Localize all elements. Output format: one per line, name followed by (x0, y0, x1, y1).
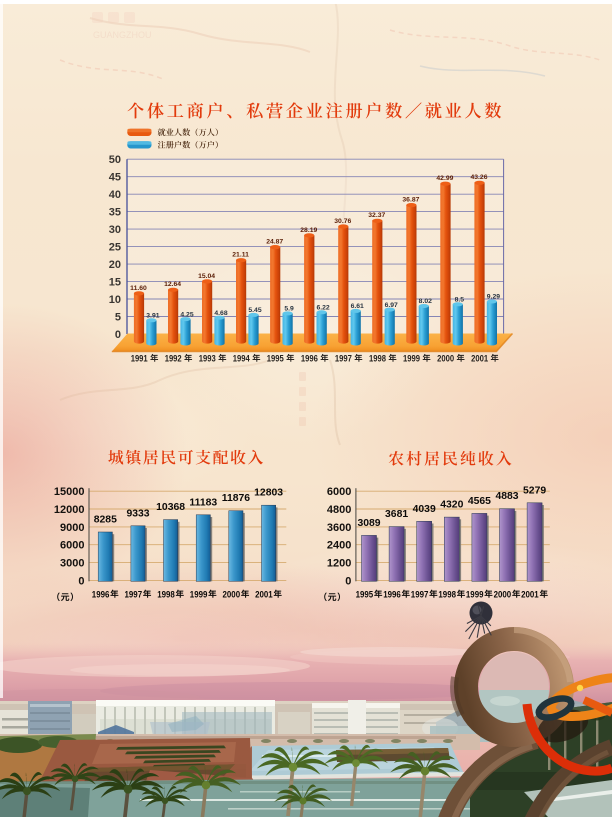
svg-text:3600: 3600 (327, 522, 351, 534)
svg-text:1995: 1995 (267, 353, 284, 363)
svg-text:1996: 1996 (92, 589, 110, 600)
svg-text:1997: 1997 (335, 353, 352, 363)
svg-text:32.37: 32.37 (368, 212, 385, 219)
svg-text:8.02: 8.02 (419, 298, 432, 305)
svg-text:21.11: 21.11 (232, 252, 249, 259)
svg-text:2000: 2000 (494, 589, 512, 600)
svg-text:6.22: 6.22 (316, 305, 329, 312)
svg-text:9333: 9333 (126, 508, 149, 519)
svg-text:30.76: 30.76 (334, 218, 351, 225)
svg-text:35: 35 (109, 206, 121, 218)
svg-text:36.87: 36.87 (402, 197, 419, 204)
svg-text:12.64: 12.64 (164, 281, 181, 288)
svg-text:1991: 1991 (131, 353, 148, 363)
svg-text:5.9: 5.9 (284, 306, 294, 313)
svg-text:1992: 1992 (165, 353, 182, 363)
svg-text:4.25: 4.25 (180, 311, 193, 318)
svg-text:4565: 4565 (468, 496, 491, 507)
svg-text:2000: 2000 (437, 353, 454, 363)
svg-text:1997: 1997 (411, 589, 429, 600)
svg-text:10: 10 (109, 294, 121, 306)
svg-text:40: 40 (109, 189, 121, 201)
svg-text:5279: 5279 (523, 485, 546, 496)
svg-text:0: 0 (115, 329, 121, 341)
svg-text:2000: 2000 (223, 589, 241, 600)
svg-text:4883: 4883 (495, 491, 518, 502)
svg-text:6000: 6000 (60, 540, 84, 552)
svg-text:1200: 1200 (327, 558, 351, 570)
svg-text:3681: 3681 (385, 509, 408, 520)
svg-text:6000: 6000 (327, 486, 351, 498)
svg-text:1999: 1999 (403, 353, 420, 363)
svg-text:9000: 9000 (60, 522, 84, 534)
svg-text:2001: 2001 (471, 353, 488, 363)
svg-text:6.97: 6.97 (385, 302, 398, 309)
svg-text:3089: 3089 (357, 518, 380, 529)
svg-text:2400: 2400 (327, 540, 351, 552)
svg-text:1994: 1994 (233, 353, 250, 363)
svg-text:8285: 8285 (94, 515, 117, 526)
svg-text:5.45: 5.45 (248, 307, 261, 314)
svg-text:30: 30 (109, 224, 121, 236)
svg-text:15: 15 (109, 276, 121, 288)
svg-text:1999: 1999 (190, 589, 208, 600)
svg-text:20: 20 (109, 259, 121, 271)
svg-text:6.61: 6.61 (351, 303, 364, 310)
svg-text:1998: 1998 (369, 353, 386, 363)
svg-text:8.5: 8.5 (455, 297, 465, 304)
svg-text:12000: 12000 (54, 504, 85, 516)
svg-text:0: 0 (78, 575, 84, 587)
svg-text:11183: 11183 (189, 497, 217, 508)
svg-text:3000: 3000 (60, 558, 84, 570)
svg-text:15.04: 15.04 (198, 273, 215, 280)
svg-text:15000: 15000 (54, 486, 85, 498)
svg-text:12803: 12803 (254, 488, 283, 499)
svg-text:11876: 11876 (222, 493, 251, 504)
svg-text:1995: 1995 (356, 589, 374, 600)
svg-text:1996: 1996 (301, 353, 318, 363)
svg-text:4.68: 4.68 (214, 310, 227, 317)
svg-text:5: 5 (115, 311, 121, 323)
svg-text:10368: 10368 (156, 502, 185, 513)
svg-text:28.19: 28.19 (300, 227, 317, 234)
svg-text:1993: 1993 (199, 353, 216, 363)
svg-text:4320: 4320 (440, 500, 463, 511)
svg-text:45: 45 (109, 172, 121, 184)
svg-text:43.26: 43.26 (470, 174, 487, 181)
svg-text:1998: 1998 (438, 589, 456, 600)
svg-text:1997: 1997 (125, 589, 143, 600)
svg-text:11.60: 11.60 (130, 285, 147, 292)
svg-text:1996: 1996 (383, 589, 401, 600)
svg-text:4039: 4039 (413, 504, 436, 515)
svg-text:4800: 4800 (327, 504, 351, 516)
svg-text:1999: 1999 (466, 589, 484, 600)
svg-text:24.87: 24.87 (266, 239, 283, 246)
svg-text:3.91: 3.91 (146, 313, 159, 320)
svg-text:2001: 2001 (255, 589, 273, 600)
svg-text:50: 50 (109, 154, 121, 166)
svg-text:42.99: 42.99 (436, 175, 453, 182)
svg-text:2001: 2001 (521, 589, 539, 600)
svg-text:1998: 1998 (157, 589, 175, 600)
svg-text:0: 0 (345, 575, 351, 587)
svg-text:9.29: 9.29 (487, 294, 500, 301)
svg-text:GUANGZHOU: GUANGZHOU (93, 30, 152, 40)
svg-text:25: 25 (109, 241, 121, 253)
